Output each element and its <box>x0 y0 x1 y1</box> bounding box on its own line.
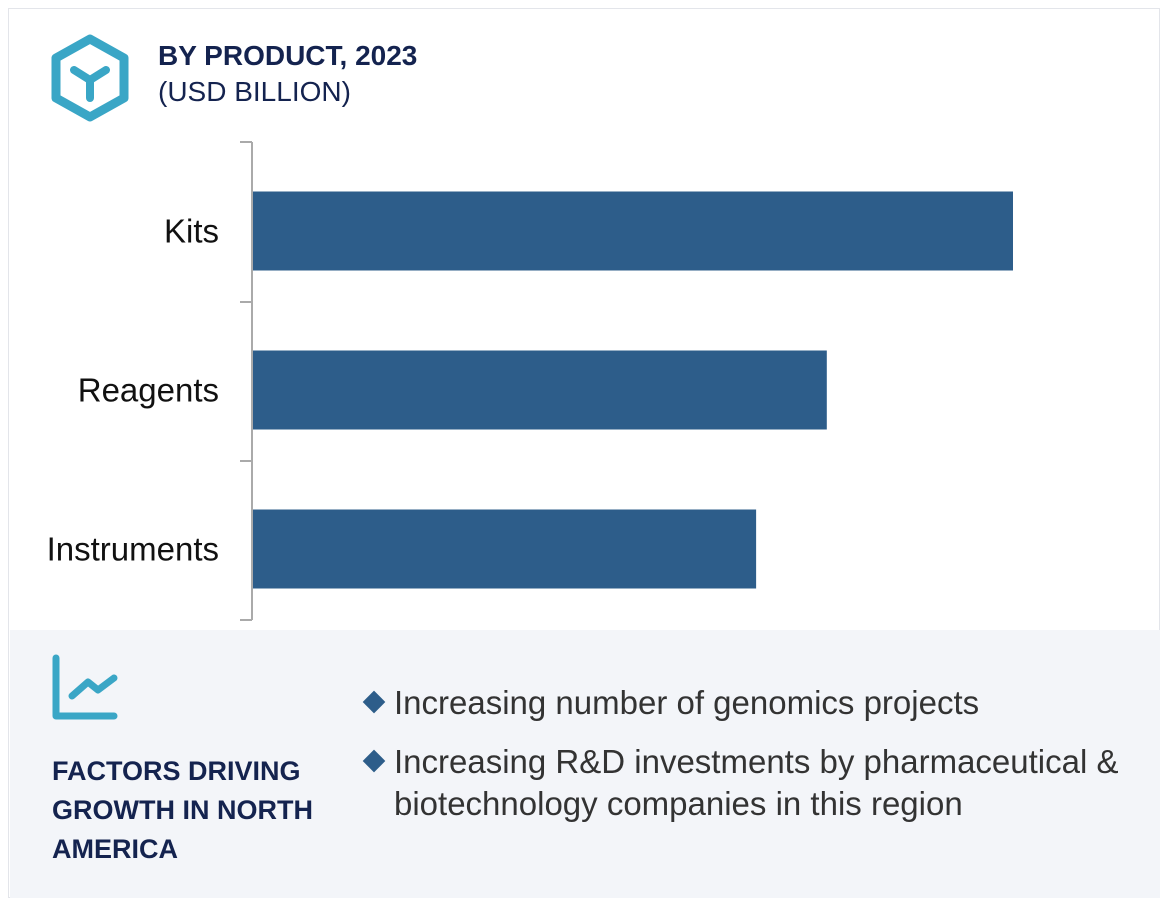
list-item: Increasing R&D investments by pharmaceut… <box>362 741 1152 825</box>
category-label: Instruments <box>47 531 219 568</box>
line-chart-icon <box>52 654 118 720</box>
cube-icon <box>51 34 129 122</box>
factors-list: Increasing number of genomics projects I… <box>362 682 1152 842</box>
factors-heading: FACTORS DRIVING GROWTH IN NORTH AMERICA <box>52 756 313 864</box>
bar-kits <box>253 191 1013 271</box>
factors-panel: FACTORS DRIVING GROWTH IN NORTH AMERICA … <box>10 630 1160 898</box>
bar-chart: Kits Reagents Instruments <box>47 141 1013 621</box>
category-label: Reagents <box>78 372 219 409</box>
list-item: Increasing number of genomics projects <box>362 682 1152 724</box>
bar-reagents <box>253 350 827 430</box>
diamond-bullet-icon <box>362 690 386 714</box>
bar-instruments <box>253 509 757 589</box>
chart-subtitle: (USD BILLION) <box>158 76 351 107</box>
chart-title: BY PRODUCT, 2023 <box>158 40 418 71</box>
category-label: Kits <box>164 213 219 250</box>
diamond-bullet-icon <box>362 749 386 773</box>
